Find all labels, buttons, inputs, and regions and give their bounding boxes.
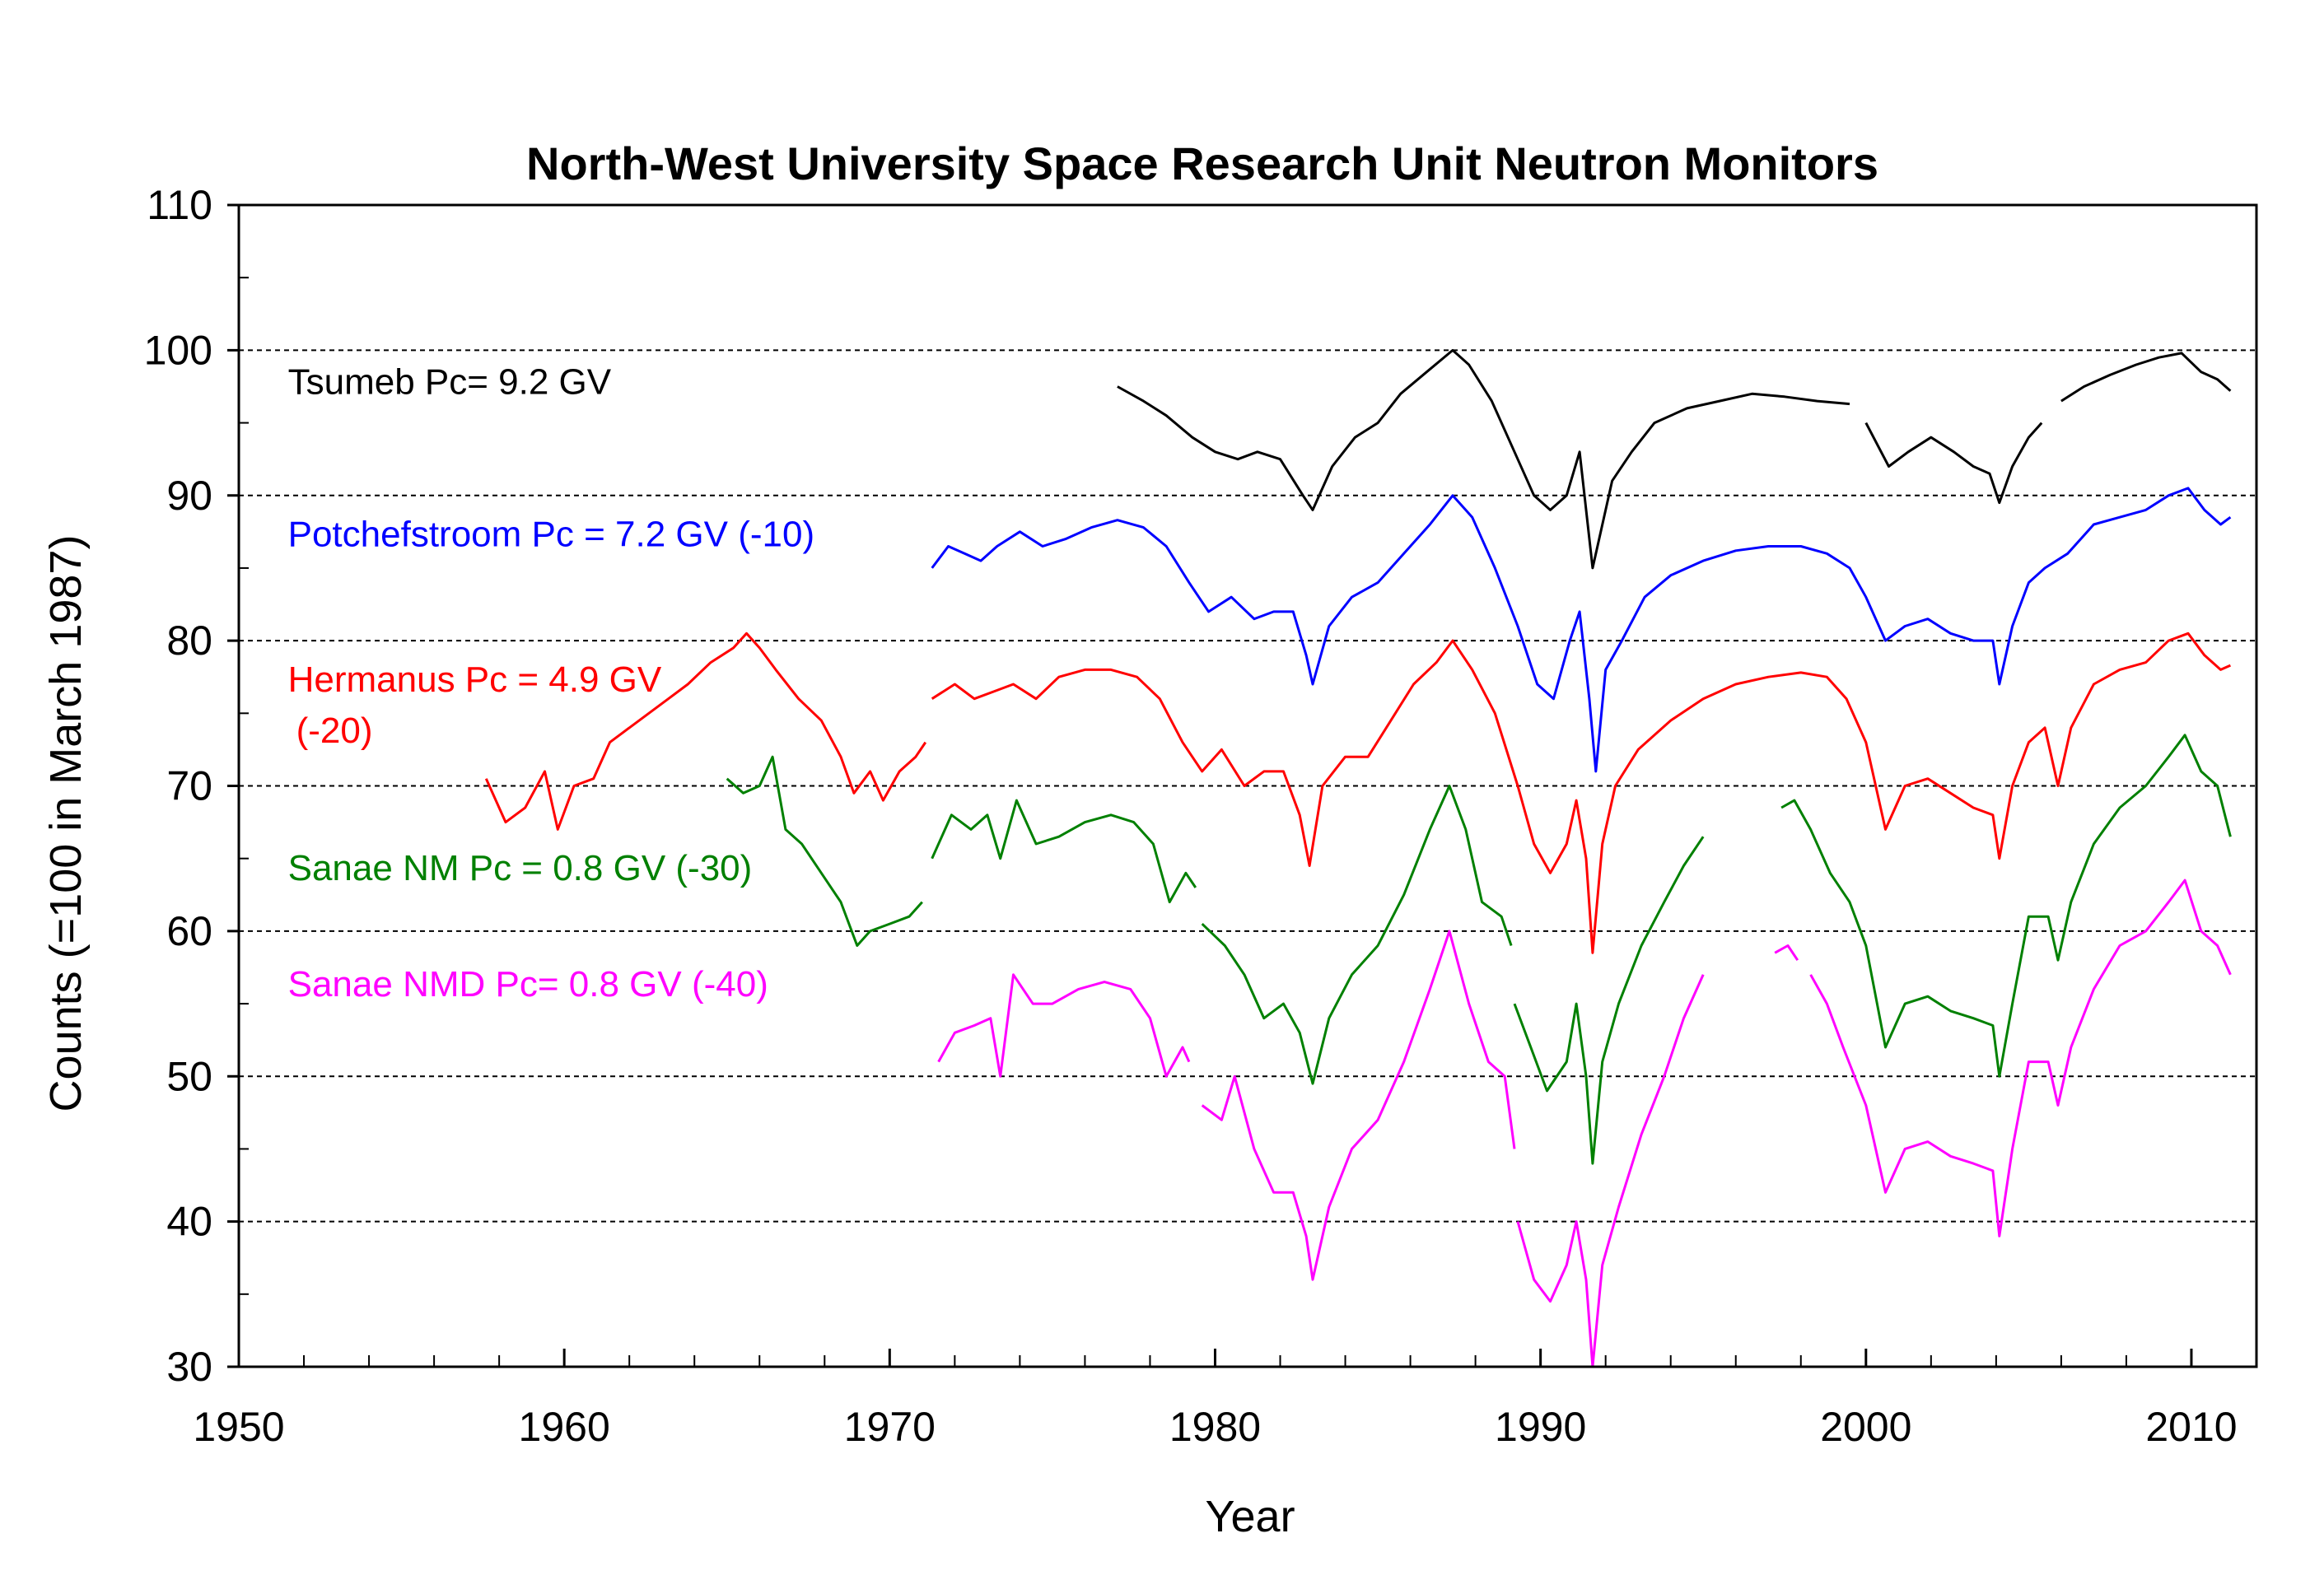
- series-label-hermanus: Hermanus Pc = 4.9 GV: [288, 659, 662, 700]
- x-tick-label-1990: 1990: [1495, 1404, 1586, 1450]
- x-tick-label-1950: 1950: [193, 1404, 284, 1450]
- y-tick-label-110: 110: [147, 182, 212, 228]
- x-tick-label-2010: 2010: [2145, 1404, 2237, 1450]
- x-tick-label-1960: 1960: [519, 1404, 610, 1450]
- y-tick-label-30: 30: [166, 1344, 212, 1390]
- series-label-sanae-nmd: Sanae NMD Pc= 0.8 GV (-40): [288, 964, 768, 1004]
- chart-title: North-West University Space Research Uni…: [526, 137, 1878, 189]
- y-tick-label-80: 80: [166, 618, 212, 664]
- series-sanae-nm-segment-2: [931, 799, 1197, 904]
- y-tick-label-40: 40: [166, 1199, 212, 1245]
- series-sanae-nmd-segment-2: [1201, 930, 1516, 1281]
- series-layer: [484, 348, 2232, 1368]
- series-hermanus-segment-1: [484, 632, 927, 831]
- series-tsumeb-segment-3: [2060, 352, 2232, 403]
- y-axis-label: Counts (=100 in March 1987): [41, 535, 91, 1112]
- series-label-sanae-nm: Sanae NM Pc = 0.8 GV (-30): [288, 848, 753, 888]
- x-tick-label-1970: 1970: [844, 1404, 936, 1450]
- x-axis-label: Year: [1205, 1492, 1295, 1541]
- series-hermanus-segment-2: [931, 632, 2232, 954]
- y-tick-label-90: 90: [166, 473, 212, 519]
- series-label-tsumeb: Tsumeb Pc= 9.2 GV: [288, 361, 612, 402]
- series-sanae-nm-segment-1: [726, 755, 923, 947]
- series-sanae-nmd-segment-1: [937, 973, 1191, 1078]
- series-sanae-nmd-segment-4: [1774, 944, 1799, 962]
- series-sanae-nm-segment-3: [1201, 785, 1513, 1085]
- series-potchefstroom-segment-1: [931, 487, 2232, 773]
- series-label-hermanus-line-2: (-20): [296, 711, 373, 751]
- series-sanae-nm-segment-4: [1513, 836, 1705, 1165]
- y-axis: 30 40 50 60 70 80 90 100 110: [144, 182, 249, 1390]
- y-tick-label-50: 50: [166, 1053, 212, 1099]
- series-sanae-nm-segment-5: [1780, 734, 2232, 1078]
- series-sanae-nmd-segment-5: [1809, 879, 2232, 1237]
- series-labels: Tsumeb Pc= 9.2 GV Potchefstroom Pc = 7.2 …: [288, 361, 814, 1004]
- y-tick-label-100: 100: [144, 327, 212, 373]
- x-axis: 1950 1960 1970 1980 1990 2000 2010: [193, 1349, 2257, 1450]
- x-tick-label-2000: 2000: [1820, 1404, 1911, 1450]
- y-tick-label-70: 70: [166, 763, 212, 809]
- series-tsumeb-segment-2: [1864, 422, 2043, 505]
- series-tsumeb-segment-1: [1117, 348, 1850, 570]
- y-tick-label-60: 60: [166, 908, 212, 954]
- x-tick-label-1980: 1980: [1169, 1404, 1261, 1450]
- grid-lines: [239, 349, 2256, 1223]
- series-label-potchefstroom: Potchefstroom Pc = 7.2 GV (-10): [288, 514, 814, 554]
